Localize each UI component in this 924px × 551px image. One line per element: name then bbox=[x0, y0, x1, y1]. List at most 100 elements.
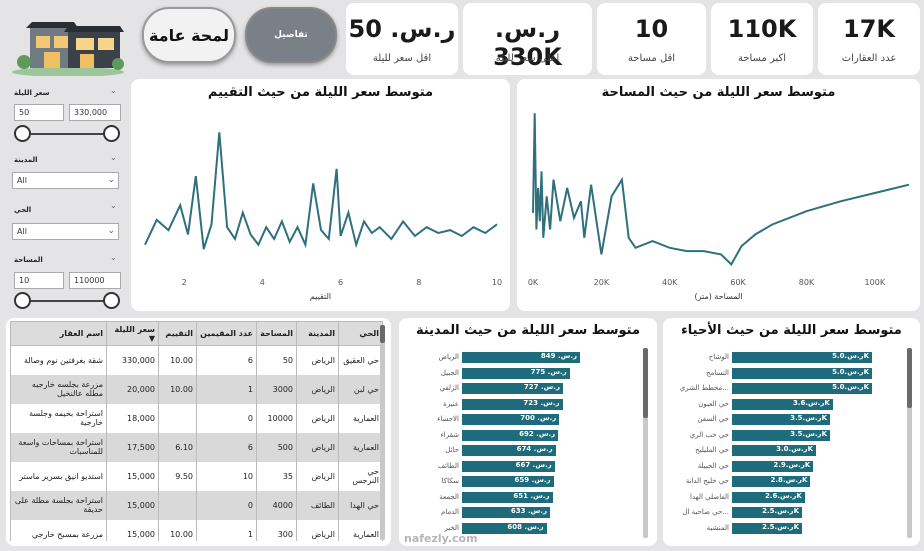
col-header-district[interactable]: الحي bbox=[338, 321, 383, 346]
table-row[interactable]: العمارية الرياض 500 6 6.10 17,500 استراحة بمسا… bbox=[10, 432, 383, 462]
area-slider-max-handle[interactable] bbox=[103, 292, 120, 309]
area-min-input[interactable]: 10 bbox=[14, 272, 64, 289]
city-bar[interactable]: ر.س. 674 bbox=[462, 445, 556, 456]
table-cell: 1 bbox=[196, 374, 257, 404]
price-max-input[interactable]: 330,000 bbox=[69, 104, 121, 121]
city-category-label: سكاكا bbox=[441, 477, 459, 485]
col-header-city[interactable]: المدينة bbox=[296, 321, 339, 346]
area-slider-min-handle[interactable] bbox=[14, 292, 31, 309]
overview-button[interactable]: لمحة عامة bbox=[142, 7, 236, 63]
district-bar-row[interactable]: حي الجبيلة ر.س.2.9K bbox=[671, 460, 901, 472]
city-chart-scrollbar[interactable] bbox=[643, 348, 648, 538]
area-x-tick: 100K bbox=[865, 278, 886, 287]
district-bar-row[interactable]: حي المليليح ر.س.3.0K bbox=[671, 445, 901, 456]
city-bar[interactable]: ر.س. 775 bbox=[462, 367, 570, 379]
city-chart-card: متوسط سعر الليلة من حيث المدينة الرياض ر.… bbox=[399, 318, 657, 546]
district-bar[interactable]: ر.س.3.0K bbox=[732, 445, 816, 456]
city-bar[interactable]: ر.س. 659 bbox=[462, 476, 554, 487]
city-bar-row[interactable]: سكاكا ر.س. 659 bbox=[407, 476, 637, 487]
district-bar[interactable]: ر.س.2.5K bbox=[732, 522, 802, 534]
city-bar-row[interactable]: الجبيل ر.س. 775 bbox=[407, 367, 637, 379]
area-max-input[interactable]: 110000 bbox=[69, 272, 121, 289]
district-select[interactable]: All ⌄ bbox=[12, 223, 119, 240]
area-x-tick: 20K bbox=[594, 278, 610, 287]
district-bar-chart: الوشاح ر.س.5.0K التسامح ر.س.5.0K مخطط الشري.… bbox=[671, 352, 901, 540]
col-header-residents[interactable]: عدد المقيمين bbox=[196, 321, 257, 346]
district-bar-row[interactable]: حي السفن ر.س.3.5K bbox=[671, 414, 901, 425]
district-bar-row[interactable]: حي ضاحية ال... ر.س.2.5K bbox=[671, 507, 901, 518]
col-header-rating[interactable]: التقييم bbox=[158, 321, 197, 346]
city-select[interactable]: All ⌄ bbox=[12, 172, 119, 189]
price-slider-min-handle[interactable] bbox=[14, 125, 31, 142]
district-bar[interactable]: ر.س.3.6K bbox=[732, 398, 833, 410]
chevron-down-icon[interactable]: ⌄ bbox=[110, 86, 117, 95]
table-row[interactable]: حي لبن الرياض 3000 1 10.00 20,000 مزرعة بجلسه … bbox=[10, 374, 383, 404]
table-row[interactable]: حي العقيق الرياض 50 6 10.00 330,000 شقة بغرفتي… bbox=[10, 345, 383, 375]
chevron-down-icon[interactable]: ⌄ bbox=[110, 153, 117, 162]
district-bar[interactable]: ر.س.5.0K bbox=[732, 383, 872, 394]
col-header-area[interactable]: المساحة bbox=[256, 321, 297, 346]
price-slider-track[interactable] bbox=[22, 133, 112, 135]
district-bar[interactable]: ر.س.2.6K bbox=[732, 491, 805, 503]
area-slider-track[interactable] bbox=[22, 300, 112, 302]
district-bar[interactable]: ر.س.2.8K bbox=[732, 476, 811, 487]
district-bar-row[interactable]: المنشية ر.س.2.5K bbox=[671, 522, 901, 534]
district-bar-row[interactable]: حي حب الري ر.س.3.5K bbox=[671, 429, 901, 441]
district-bar-row[interactable]: التسامح ر.س.5.0K bbox=[671, 367, 901, 379]
district-bar-row[interactable]: مخطط الشري... ر.س.5.0K bbox=[671, 383, 901, 394]
city-bar[interactable]: ر.س. 692 bbox=[462, 429, 559, 441]
city-bar[interactable]: ر.س. 723 bbox=[462, 398, 563, 410]
kpi-label: اكبر مساحة bbox=[737, 53, 787, 64]
city-bar[interactable]: ر.س. 667 bbox=[462, 460, 555, 472]
city-chart-scrollbar-thumb[interactable] bbox=[643, 348, 648, 418]
city-bar-row[interactable]: الطائف ر.س. 667 bbox=[407, 460, 637, 472]
city-bar[interactable]: ر.س. 651 bbox=[462, 491, 553, 503]
district-bar[interactable]: ر.س.3.5K bbox=[732, 414, 830, 425]
price-min-input[interactable]: 50 bbox=[14, 104, 64, 121]
table-row[interactable]: حي الهدا الطائف 4000 0 15,000 استراحة بجلسة م… bbox=[10, 490, 383, 520]
district-bar[interactable]: ر.س.2.9K bbox=[732, 460, 814, 472]
city-bar[interactable]: ر.س. 849 bbox=[462, 352, 580, 363]
table-row[interactable]: العمارية الرياض 300 1 10.00 15,000 مزرعة بمسبح… bbox=[10, 519, 383, 541]
city-bar-row[interactable]: الرياض ر.س. 849 bbox=[407, 352, 637, 363]
city-bar-row[interactable]: حائل ر.س. 674 bbox=[407, 445, 637, 456]
district-bar[interactable]: ر.س.5.0K bbox=[732, 367, 872, 379]
chevron-down-icon[interactable]: ⌄ bbox=[110, 253, 117, 262]
district-bar-row[interactable]: حي العيون ر.س.3.6K bbox=[671, 398, 901, 410]
city-bar[interactable]: ر.س. 727 bbox=[462, 383, 563, 394]
city-bar-row[interactable]: الاحساء ر.س. 700 bbox=[407, 414, 637, 425]
city-bar-row[interactable]: عنيزة ر.س. 723 bbox=[407, 398, 637, 410]
table-scrollbar-thumb[interactable] bbox=[380, 325, 385, 343]
area-x-axis-label: المساحة (متر) bbox=[694, 292, 743, 301]
city-category-label: الرياض bbox=[438, 353, 459, 361]
district-chart-scrollbar[interactable] bbox=[907, 348, 912, 538]
city-bar[interactable]: ر.س. 608 bbox=[462, 522, 547, 534]
district-bar-row[interactable]: حي خليج الدانة ر.س.2.8K bbox=[671, 476, 901, 487]
city-category-label: الخبر bbox=[444, 523, 459, 532]
rating-x-axis-label: التقييم bbox=[309, 292, 332, 301]
table-scrollbar[interactable] bbox=[380, 325, 385, 540]
district-bar[interactable]: ر.س.2.5K bbox=[732, 507, 802, 518]
city-bar-row[interactable]: الخبر ر.س. 608 bbox=[407, 522, 637, 534]
city-bar[interactable]: ر.س. 700 bbox=[462, 414, 560, 425]
table-row[interactable]: حي النرجس الرياض 35 10 9.50 15,000 استديو انيق… bbox=[10, 461, 383, 491]
col-header-price[interactable]: سعر الليلة ▼ bbox=[106, 321, 159, 346]
col-header-name[interactable]: اسم العقار bbox=[10, 321, 107, 346]
details-button[interactable]: تفاصيل bbox=[245, 7, 337, 63]
district-bar-row[interactable]: الفاضلي الهدا ر.س.2.6K bbox=[671, 491, 901, 503]
city-category-label: الطائف bbox=[437, 461, 459, 470]
district-data-label: ر.س.2.8K bbox=[770, 476, 808, 484]
district-data-label: ر.س.2.5K bbox=[762, 507, 799, 515]
district-chart-scrollbar-thumb[interactable] bbox=[907, 348, 912, 408]
district-bar[interactable]: ر.س.3.5K bbox=[732, 429, 830, 441]
city-bar[interactable]: ر.س. 633 bbox=[462, 507, 550, 518]
city-bar-row[interactable]: الزلفي ر.س. 727 bbox=[407, 383, 637, 394]
table-row[interactable]: العمارية الرياض 10000 0 18,000 استراحة بخيمه … bbox=[10, 403, 383, 433]
city-bar-row[interactable]: شقراء ر.س. 692 bbox=[407, 429, 637, 441]
district-bar-row[interactable]: الوشاح ر.س.5.0K bbox=[671, 352, 901, 363]
price-slider-max-handle[interactable] bbox=[103, 125, 120, 142]
city-bar-row[interactable]: الدمام ر.س. 633 bbox=[407, 507, 637, 518]
city-bar-row[interactable]: الجمعة ر.س. 651 bbox=[407, 491, 637, 503]
district-bar[interactable]: ر.س.5.0K bbox=[732, 352, 872, 363]
chevron-down-icon[interactable]: ⌄ bbox=[110, 201, 117, 210]
